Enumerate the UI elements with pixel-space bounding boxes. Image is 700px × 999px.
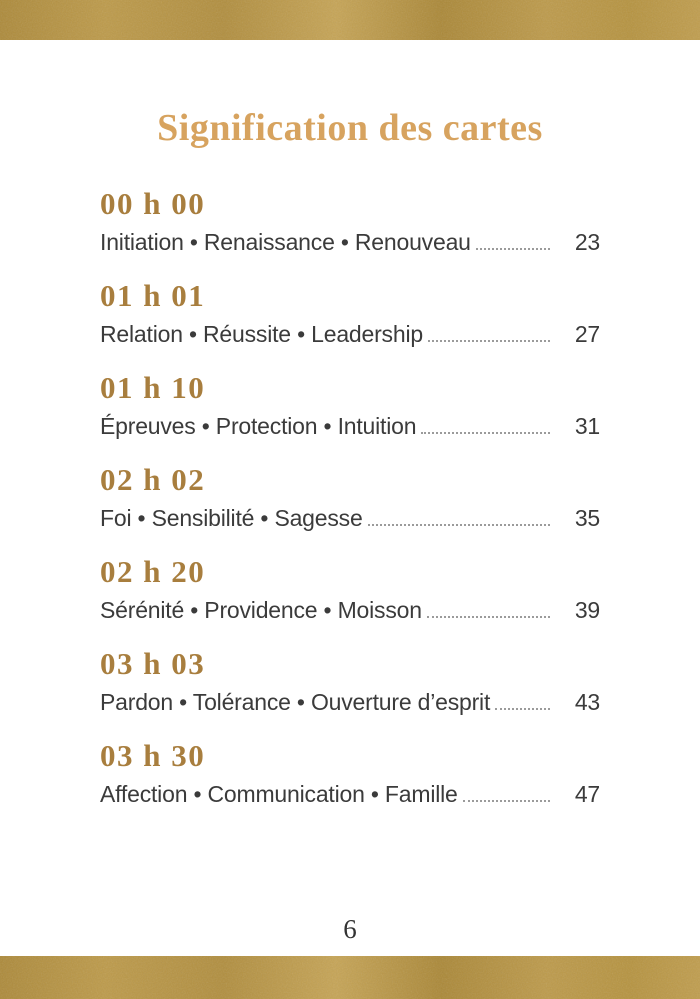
toc-entry-row: Initiation • Renaissance • Renouveau 23 (100, 226, 600, 256)
page-title: Signification des cartes (157, 107, 543, 149)
toc-entry: 03 h 30 Affection • Communication • Fami… (100, 738, 600, 808)
toc-entry-row: Pardon • Tolérance • Ouverture d’esprit … (100, 686, 600, 716)
toc-entry-keywords: Épreuves • Protection • Intuition (100, 412, 417, 439)
toc-entry-page-number: 23 (574, 228, 600, 255)
dotted-leader (421, 410, 550, 434)
toc-entry-time: 03 h 30 (100, 737, 206, 773)
folio-page-number: 6 (343, 914, 357, 944)
toc-entry-page-number: 47 (574, 780, 600, 807)
toc-entry-time: 01 h 10 (100, 369, 206, 405)
toc-entry-row: Épreuves • Protection • Intuition 31 (100, 410, 600, 440)
toc-entry: 03 h 03 Pardon • Tolérance • Ouverture d… (100, 646, 600, 716)
dotted-leader (475, 226, 550, 250)
toc-entry-keywords: Foi • Sensibilité • Sagesse (100, 504, 363, 531)
toc-entry-keywords: Sérénité • Providence • Moisson (100, 596, 422, 623)
toc-entry-time: 00 h 00 (100, 185, 206, 221)
gold-texture-bottom (0, 956, 700, 999)
dotted-leader (426, 594, 550, 618)
toc-entry-page-number: 27 (574, 320, 600, 347)
toc-entry-keywords: Pardon • Tolérance • Ouverture d’esprit (100, 688, 491, 715)
toc-entry-time: 03 h 03 (100, 645, 206, 681)
toc-entry-time: 01 h 01 (100, 277, 206, 313)
toc-entry-time: 02 h 20 (100, 553, 206, 589)
page-content: Signification des cartes 00 h 00 Initiat… (0, 40, 700, 830)
table-of-contents: 00 h 00 Initiation • Renaissance • Renou… (100, 186, 600, 808)
toc-entry-keywords: Affection • Communication • Famille (100, 780, 458, 807)
toc-entry: 02 h 02 Foi • Sensibilité • Sagesse 35 (100, 462, 600, 532)
toc-entry-row: Sérénité • Providence • Moisson 39 (100, 594, 600, 624)
gold-foil-band-top (0, 0, 700, 40)
toc-entry-keywords: Relation • Réussite • Leadership (100, 320, 423, 347)
toc-entry: 00 h 00 Initiation • Renaissance • Renou… (100, 186, 600, 256)
toc-entry: 01 h 01 Relation • Réussite • Leadership… (100, 278, 600, 348)
toc-entry-page-number: 31 (574, 412, 600, 439)
toc-entry: 02 h 20 Sérénité • Providence • Moisson … (100, 554, 600, 624)
dotted-leader (427, 318, 550, 342)
toc-entry-row: Foi • Sensibilité • Sagesse 35 (100, 502, 600, 532)
gold-foil-band-bottom (0, 956, 700, 999)
dotted-leader (367, 502, 550, 526)
toc-entry-row: Relation • Réussite • Leadership 27 (100, 318, 600, 348)
toc-entry: 01 h 10 Épreuves • Protection • Intuitio… (100, 370, 600, 440)
toc-entry-time: 02 h 02 (100, 461, 206, 497)
toc-entry-row: Affection • Communication • Famille 47 (100, 778, 600, 808)
gold-texture-top (0, 0, 700, 40)
toc-entry-page-number: 35 (574, 504, 600, 531)
toc-entry-page-number: 43 (574, 688, 600, 715)
toc-entry-keywords: Initiation • Renaissance • Renouveau (100, 228, 471, 255)
dotted-leader (462, 778, 550, 802)
dotted-leader (495, 686, 550, 710)
toc-entry-page-number: 39 (574, 596, 600, 623)
